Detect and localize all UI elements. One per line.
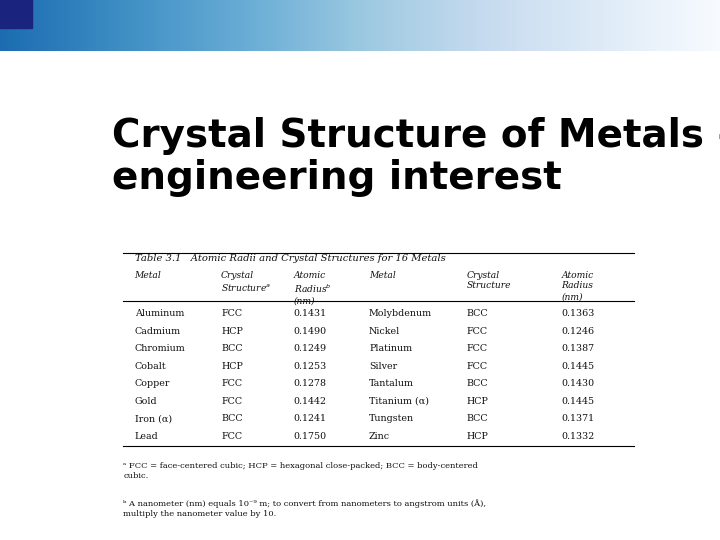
Text: BCC: BCC [467,414,488,423]
Text: Metal: Metal [135,271,161,280]
Text: 0.1750: 0.1750 [294,431,327,441]
Text: 0.1387: 0.1387 [562,344,595,353]
Text: Silver: Silver [369,362,397,370]
Text: ᵇ A nanometer (nm) equals 10⁻⁹ m; to convert from nanometers to angstrom units (: ᵇ A nanometer (nm) equals 10⁻⁹ m; to con… [124,500,487,518]
Text: 0.1431: 0.1431 [294,309,327,318]
Text: 0.1278: 0.1278 [294,379,327,388]
Text: 0.1430: 0.1430 [562,379,595,388]
Text: BCC: BCC [467,309,488,318]
Text: Cadmium: Cadmium [135,327,181,336]
Text: Gold: Gold [135,396,157,406]
Text: 0.1490: 0.1490 [294,327,327,336]
Text: Aluminum: Aluminum [135,309,184,318]
Text: 0.1332: 0.1332 [562,431,595,441]
Text: Iron (α): Iron (α) [135,414,172,423]
Text: Lead: Lead [135,431,158,441]
Text: Platinum: Platinum [369,344,412,353]
Text: Crystal
Structure: Crystal Structure [467,271,511,291]
Text: FCC: FCC [221,431,242,441]
Text: Cobalt: Cobalt [135,362,166,370]
Text: FCC: FCC [221,379,242,388]
Text: HCP: HCP [221,327,243,336]
Text: ᵃ FCC = face-centered cubic; HCP = hexagonal close-packed; BCC = body-centered
c: ᵃ FCC = face-centered cubic; HCP = hexag… [124,462,478,480]
Text: 0.1442: 0.1442 [294,396,327,406]
Text: BCC: BCC [221,414,243,423]
Text: Crystal Structure of Metals – of
engineering interest: Crystal Structure of Metals – of enginee… [112,117,720,197]
Text: HCP: HCP [221,362,243,370]
Text: FCC: FCC [221,309,242,318]
Text: BCC: BCC [467,379,488,388]
Text: Titanium (α): Titanium (α) [369,396,429,406]
Text: BCC: BCC [221,344,243,353]
Text: 0.1246: 0.1246 [562,327,595,336]
Text: Nickel: Nickel [369,327,400,336]
Text: Molybdenum: Molybdenum [369,309,432,318]
Bar [0,0,32,28]
Text: 0.1445: 0.1445 [562,362,595,370]
Text: Zinc: Zinc [369,431,390,441]
Text: Table 3.1   Atomic Radii and Crystal Structures for 16 Metals: Table 3.1 Atomic Radii and Crystal Struc… [135,254,446,263]
Text: 0.1363: 0.1363 [562,309,595,318]
Text: Copper: Copper [135,379,170,388]
Text: 0.1241: 0.1241 [294,414,327,423]
Text: 0.1249: 0.1249 [294,344,327,353]
Text: Chromium: Chromium [135,344,185,353]
Text: HCP: HCP [467,396,489,406]
Text: FCC: FCC [467,362,487,370]
Text: 0.1445: 0.1445 [562,396,595,406]
Text: 0.1371: 0.1371 [562,414,595,423]
Text: Tantalum: Tantalum [369,379,414,388]
Text: 0.1253: 0.1253 [294,362,327,370]
Text: Tungsten: Tungsten [369,414,414,423]
Text: FCC: FCC [467,327,487,336]
Text: FCC: FCC [221,396,242,406]
Text: Crystal
Structure$^a$: Crystal Structure$^a$ [221,271,271,293]
Text: Atomic
Radius$^b$
(nm): Atomic Radius$^b$ (nm) [294,271,331,306]
Text: Metal: Metal [369,271,396,280]
Text: HCP: HCP [467,431,489,441]
Text: Atomic
Radius
(nm): Atomic Radius (nm) [562,271,594,301]
Text: FCC: FCC [467,344,487,353]
